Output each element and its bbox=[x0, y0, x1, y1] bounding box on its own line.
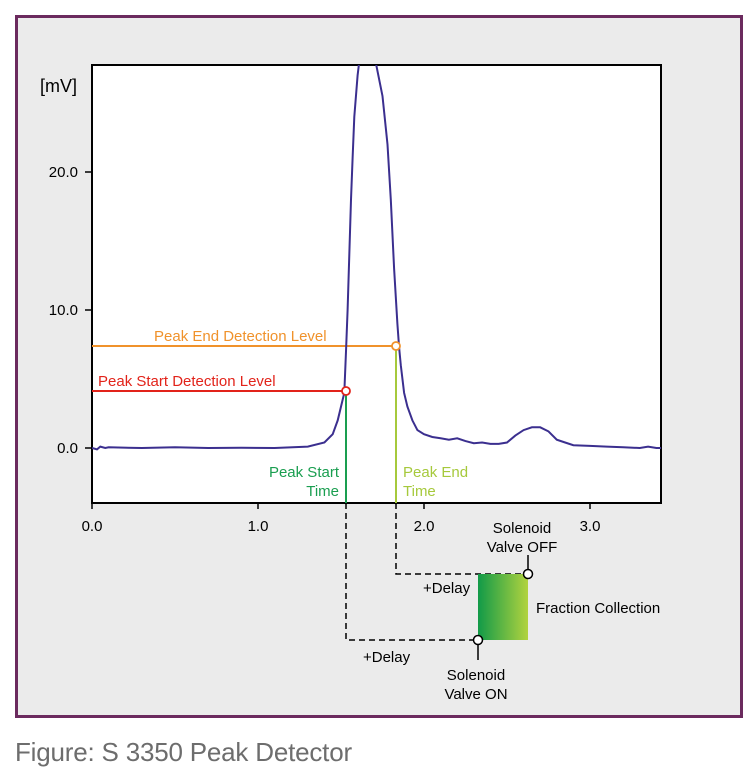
peak-end-time-label-2: Time bbox=[403, 483, 436, 500]
peak-start-point bbox=[341, 386, 351, 396]
delay-label-upper: +Delay bbox=[423, 580, 471, 597]
y-axis: 0.0 10.0 20.0 bbox=[49, 164, 92, 457]
x-tick-label: 1.0 bbox=[248, 518, 269, 535]
valve-on-label-2: Valve ON bbox=[444, 686, 507, 703]
valve-on-label-1: Solenoid bbox=[447, 667, 505, 684]
x-tick-label: 2.0 bbox=[414, 518, 435, 535]
fraction-collection-label: Fraction Collection bbox=[536, 600, 660, 617]
y-tick-label: 0.0 bbox=[57, 440, 78, 457]
x-tick-label: 3.0 bbox=[580, 518, 601, 535]
peak-end-time-label-1: Peak End bbox=[403, 464, 468, 481]
plot-area bbox=[91, 64, 662, 504]
peak-end-level-label: Peak End Detection Level bbox=[154, 328, 327, 345]
end-delay-line bbox=[395, 503, 528, 575]
valve-off-label-2: Valve OFF bbox=[487, 539, 558, 556]
start-delay-line bbox=[345, 503, 478, 641]
valve-on-point bbox=[472, 634, 484, 646]
valve-off-point bbox=[522, 568, 534, 580]
x-tick-label: 0.0 bbox=[82, 518, 103, 535]
figure-caption: Figure: S 3350 Peak Detector bbox=[15, 737, 352, 767]
peak-start-level-label: Peak Start Detection Level bbox=[98, 373, 276, 390]
peak-start-time-label-2: Time bbox=[306, 483, 339, 500]
y-tick-label: 20.0 bbox=[49, 164, 78, 181]
peak-end-point bbox=[391, 341, 401, 351]
y-tick-label: 10.0 bbox=[49, 302, 78, 319]
signal-line bbox=[92, 65, 661, 451]
peak-start-time-label-1: Peak Start bbox=[269, 464, 340, 481]
delay-label-lower: +Delay bbox=[363, 649, 411, 666]
valve-off-label-1: Solenoid bbox=[493, 520, 551, 537]
x-axis: 0.0 1.0 2.0 3.0 bbox=[82, 503, 601, 535]
fraction-collection-bar bbox=[478, 574, 528, 640]
y-axis-label: [mV] bbox=[40, 76, 77, 96]
